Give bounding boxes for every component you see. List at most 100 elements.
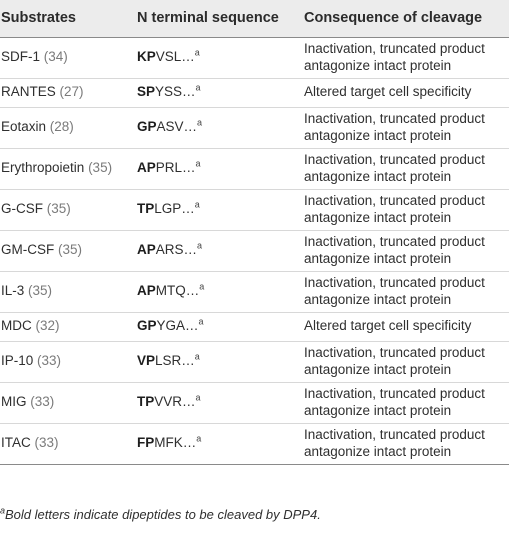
sequence-remainder: YSS…: [155, 84, 196, 100]
table-row: IP-10 (33) VPLSR…a Inactivation, truncated…: [0, 341, 509, 382]
substrate-reference: (34): [43, 49, 68, 65]
substrate-reference: (35): [88, 160, 113, 176]
table-footnote: aBold letters indicate dipeptides to be …: [0, 505, 321, 522]
consequence-cell: Inactivation, truncated product antagoniz…: [303, 423, 509, 464]
substrate-name: Eotaxin: [1, 119, 47, 135]
substrate-name: G-CSF: [1, 201, 43, 217]
consequence-line: Inactivation, truncated product: [304, 386, 485, 401]
consequence-line: antagonize intact protein: [304, 127, 452, 143]
table-header-row: Substrates N terminal sequence Consequen…: [0, 0, 509, 38]
table-row: Eotaxin (28) GPASV…a Inactivation, truncat…: [0, 107, 509, 148]
consequence-line: Inactivation, truncated product: [304, 193, 485, 208]
substrate-cell: IP-10 (33): [0, 341, 136, 382]
substrate-cell: G-CSF (35): [0, 189, 136, 230]
consequence-line: Altered target cell specificity: [304, 318, 472, 334]
consequence-cell: Inactivation, truncated product antagoniz…: [303, 37, 509, 78]
consequence-line: antagonize intact protein: [304, 168, 452, 184]
substrate-reference: (32): [35, 318, 60, 334]
sequence-cell: APPRL…a: [136, 148, 303, 189]
substrate-name: MDC: [1, 318, 32, 334]
substrate-reference: (28): [49, 119, 74, 135]
sequence-cell: TPVVR…a: [136, 382, 303, 423]
sequence-remainder: PRL…: [155, 160, 196, 176]
sequence-cell: TPLGP…a: [136, 189, 303, 230]
cleaved-dipeptide: AP: [137, 242, 156, 258]
consequence-line: antagonize intact protein: [304, 209, 452, 225]
sequence-remainder: VVR…: [154, 394, 196, 410]
sequence-cell: FPMFK…a: [136, 423, 303, 464]
consequence-cell: Inactivation, truncated product antagoniz…: [303, 107, 509, 148]
footnote-mark: a: [0, 505, 6, 516]
consequence-line: Inactivation, truncated product: [304, 275, 485, 290]
table-row: MIG (33) TPVVR…a Inactivation, truncated p…: [0, 382, 509, 423]
sequence-remainder: MTQ…: [155, 283, 200, 299]
sequence-remainder: ASV…: [156, 119, 198, 135]
substrate-reference: (35): [46, 201, 71, 217]
substrate-cell: SDF-1 (34): [0, 37, 136, 78]
consequence-line: Inactivation, truncated product: [304, 152, 485, 167]
sequence-cell: VPLSR…a: [136, 341, 303, 382]
sequence-cell: GPASV…a: [136, 107, 303, 148]
sequence-cell: GPYGA…a: [136, 312, 303, 341]
consequence-line: Inactivation, truncated product: [304, 234, 485, 249]
consequence-line: antagonize intact protein: [304, 443, 452, 459]
cleaved-dipeptide: TP: [137, 394, 155, 410]
consequence-cell: Inactivation, truncated product antagoniz…: [303, 230, 509, 271]
cleaved-dipeptide: GP: [137, 119, 157, 135]
substrate-cell: MIG (33): [0, 382, 136, 423]
consequence-cell: Altered target cell specificity: [303, 312, 509, 341]
consequence-line: Inactivation, truncated product: [304, 111, 485, 126]
sequence-cell: APARS…a: [136, 230, 303, 271]
footnote-marker: a: [196, 433, 202, 444]
table-row: G-CSF (35) TPLGP…a Inactivation, truncated…: [0, 189, 509, 230]
substrate-reference: (35): [58, 242, 83, 258]
table-row: MDC (32) GPYGA…a Altered target cell speci…: [0, 312, 509, 341]
footnote-marker: a: [194, 47, 200, 58]
table-row: SDF-1 (34) KPVSL…a Inactivation, truncated…: [0, 37, 509, 78]
sequence-remainder: YGA…: [156, 318, 199, 334]
consequence-line: antagonize intact protein: [304, 291, 452, 307]
footnote-marker: a: [194, 199, 200, 210]
table-body: SDF-1 (34) KPVSL…a Inactivation, truncated…: [0, 37, 509, 464]
consequence-line: antagonize intact protein: [304, 361, 452, 377]
header-consequence-of-cleavage: Consequence of cleavage: [303, 0, 509, 38]
footnote-marker: a: [198, 316, 204, 327]
consequence-line: antagonize intact protein: [304, 250, 452, 266]
substrate-cell: GM-CSF (35): [0, 230, 136, 271]
cleaved-dipeptide: KP: [137, 49, 156, 65]
substrate-cell: ITAC (33): [0, 423, 136, 464]
consequence-line: Inactivation, truncated product: [304, 427, 485, 442]
consequence-cell: Altered target cell specificity: [303, 78, 509, 107]
header-n-terminal-sequence: N terminal sequence: [136, 0, 303, 38]
consequence-cell: Inactivation, truncated product antagoniz…: [303, 382, 509, 423]
sequence-remainder: LSR…: [155, 353, 195, 369]
sequence-cell: SPYSS…a: [136, 78, 303, 107]
substrate-name: IP-10: [1, 353, 34, 369]
table-row: GM-CSF (35) APARS…a Inactivation, truncate…: [0, 230, 509, 271]
substrate-cell: Erythropoietin (35): [0, 148, 136, 189]
consequence-line: antagonize intact protein: [304, 402, 452, 418]
footnote-marker: a: [197, 117, 203, 128]
sequence-remainder: ARS…: [155, 242, 198, 258]
footnote-marker: a: [197, 240, 203, 251]
substrate-cell: IL-3 (35): [0, 271, 136, 312]
substrate-cell: Eotaxin (28): [0, 107, 136, 148]
table-row: IL-3 (35) APMTQ…a Inactivation, truncated …: [0, 271, 509, 312]
sequence-remainder: VSL…: [155, 49, 195, 65]
consequence-cell: Inactivation, truncated product antagoniz…: [303, 341, 509, 382]
consequence-cell: Inactivation, truncated product antagoniz…: [303, 148, 509, 189]
sequence-remainder: LGP…: [154, 201, 195, 217]
cleaved-dipeptide: FP: [137, 435, 155, 451]
table-row: RANTES (27) SPYSS…a Altered target cell sp…: [0, 78, 509, 107]
cleaved-dipeptide: SP: [137, 84, 156, 100]
substrate-name: IL-3: [1, 283, 25, 299]
substrate-cell: MDC (32): [0, 312, 136, 341]
footnote-marker: a: [195, 158, 201, 169]
consequence-line: Inactivation, truncated product: [304, 41, 485, 56]
substrate-cell: RANTES (27): [0, 78, 136, 107]
footnote-marker: a: [195, 392, 201, 403]
footnote-marker: a: [199, 281, 205, 292]
cleaved-dipeptide: VP: [137, 353, 156, 369]
substrate-name: MIG: [1, 394, 27, 410]
